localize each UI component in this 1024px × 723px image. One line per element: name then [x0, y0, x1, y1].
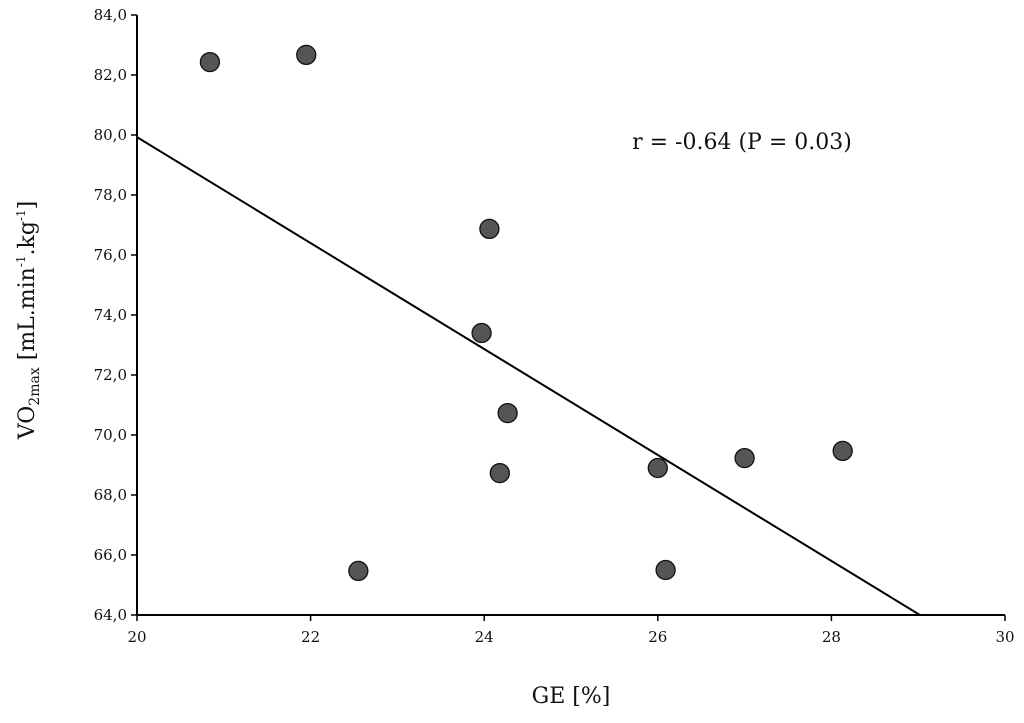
y-tick-label: 80,0 [94, 126, 127, 144]
data-point [199, 51, 221, 73]
y-tick-label: 84,0 [94, 6, 127, 24]
regression-line [136, 136, 921, 616]
y-tick-label: 72,0 [94, 366, 127, 384]
y-tick-label: 74,0 [94, 306, 127, 324]
data-point [479, 218, 500, 240]
x-axis-label: GE [%] [532, 684, 611, 709]
y-tick-label: 68,0 [94, 486, 127, 504]
data-point [471, 322, 492, 344]
x-tick-label: 24 [475, 628, 494, 646]
y-axis-label: VO2max [mL.min-1.kg-1] [14, 201, 43, 441]
data-point [655, 559, 676, 581]
data-point [348, 560, 369, 582]
data-point [296, 44, 317, 66]
y-tick-label: 66,0 [94, 546, 127, 564]
x-tick-label: 20 [127, 628, 146, 646]
data-point [832, 440, 853, 462]
y-tick-label: 64,0 [94, 606, 127, 624]
data-points [199, 44, 853, 582]
data-point [647, 457, 668, 479]
y-tick-label: 76,0 [94, 246, 127, 264]
x-tick-label: 30 [995, 628, 1014, 646]
x-ticks: 20 22 24 26 28 30 [127, 615, 1015, 646]
y-tick-label: 70,0 [94, 426, 127, 444]
data-point [734, 447, 755, 469]
data-point [489, 462, 510, 484]
data-point [497, 402, 518, 424]
x-tick-label: 22 [301, 628, 320, 646]
y-tick-label: 78,0 [94, 186, 127, 204]
correlation-annotation: r = -0.64 (P = 0.03) [632, 130, 852, 155]
x-tick-label: 28 [822, 628, 841, 646]
y-ticks: 64,0 66,0 68,0 70,0 72,0 74,0 76,0 78,0 80,0 82,0… [94, 6, 137, 624]
axes [136, 15, 1005, 616]
x-tick-label: 26 [648, 628, 667, 646]
y-tick-label: 82,0 [94, 66, 127, 84]
